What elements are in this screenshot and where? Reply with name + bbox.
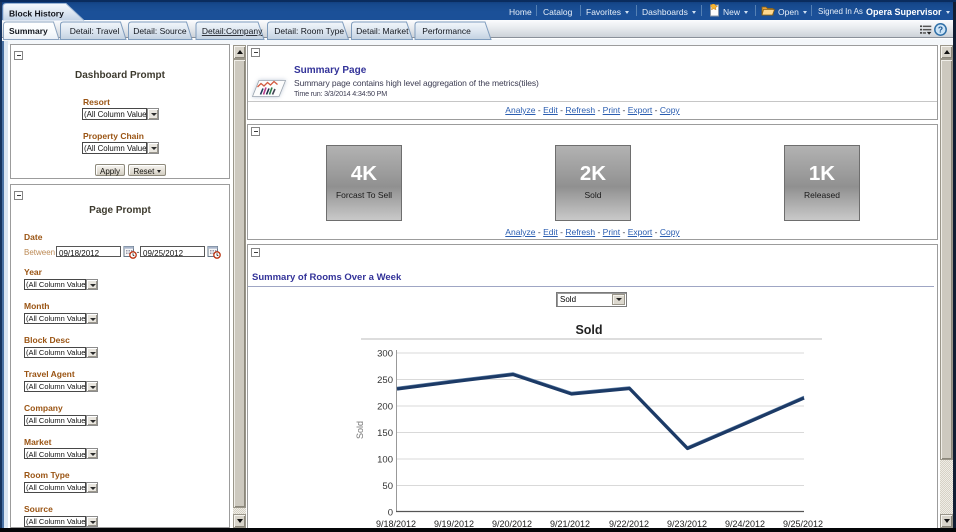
svg-text:9/25/2012: 9/25/2012 xyxy=(783,519,823,529)
svg-text:9/18/2012: 9/18/2012 xyxy=(376,519,416,529)
svg-text:Detail: Market: Detail: Market xyxy=(356,26,409,36)
svg-text:9/24/2012: 9/24/2012 xyxy=(725,519,765,529)
svg-text:9/21/2012: 9/21/2012 xyxy=(550,519,590,529)
svg-text:Detail:Company: Detail:Company xyxy=(202,26,263,36)
svg-text:100: 100 xyxy=(377,455,393,466)
svg-text:9/22/2012: 9/22/2012 xyxy=(609,519,649,529)
svg-text:Performance: Performance xyxy=(422,26,471,36)
svg-text:9/23/2012: 9/23/2012 xyxy=(667,519,707,529)
svg-text:50: 50 xyxy=(382,481,393,492)
svg-text:?: ? xyxy=(938,24,943,34)
svg-text:200: 200 xyxy=(377,402,393,413)
svg-text:9/20/2012: 9/20/2012 xyxy=(492,519,532,529)
svg-text:300: 300 xyxy=(377,349,393,360)
svg-text:Detail: Room Type: Detail: Room Type xyxy=(274,26,344,36)
svg-text:Detail: Source: Detail: Source xyxy=(133,26,187,36)
svg-text:Sold: Sold xyxy=(355,421,365,439)
svg-text:250: 250 xyxy=(377,375,393,386)
svg-text:Sold: Sold xyxy=(575,323,602,337)
svg-text:Block History: Block History xyxy=(9,9,64,19)
svg-text:150: 150 xyxy=(377,428,393,439)
svg-text:Summary: Summary xyxy=(9,26,48,36)
svg-text:0: 0 xyxy=(388,508,393,519)
svg-text:Detail: Travel: Detail: Travel xyxy=(70,26,120,36)
svg-text:9/19/2012: 9/19/2012 xyxy=(434,519,474,529)
